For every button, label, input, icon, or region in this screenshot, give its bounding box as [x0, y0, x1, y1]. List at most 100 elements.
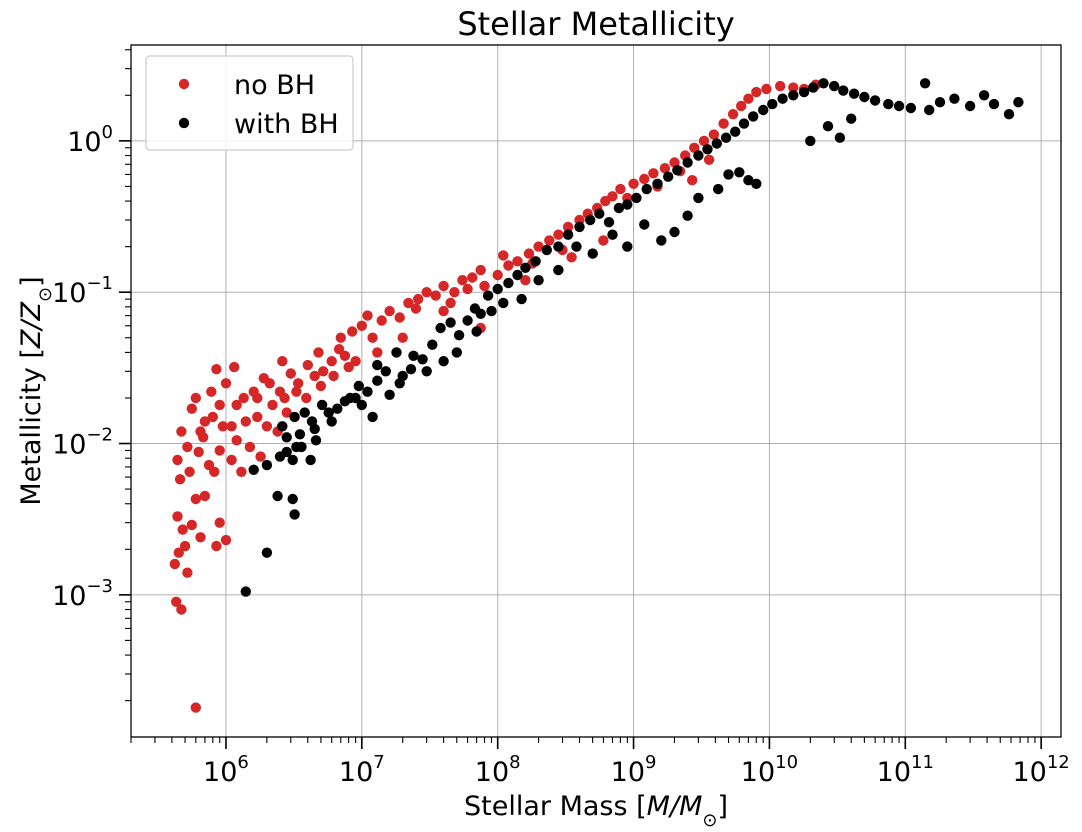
point-with-bh	[574, 221, 585, 233]
x-tick-label: 1012	[1013, 752, 1070, 788]
point-with-bh	[516, 293, 527, 305]
point-with-bh	[453, 330, 465, 341]
point-no-bh	[179, 540, 191, 552]
point-with-bh	[1003, 109, 1015, 120]
point-no-bh	[214, 445, 225, 456]
x-tick-label: 107	[339, 752, 385, 788]
point-with-bh	[294, 429, 306, 440]
point-with-bh	[622, 199, 633, 210]
point-no-bh	[475, 264, 486, 276]
point-no-bh	[467, 272, 478, 283]
point-no-bh	[708, 129, 720, 140]
point-with-bh	[372, 359, 383, 371]
point-no-bh	[281, 407, 292, 418]
point-no-bh	[523, 248, 535, 259]
point-with-bh	[834, 132, 846, 143]
point-with-bh	[829, 80, 840, 92]
point-no-bh	[761, 83, 772, 95]
point-no-bh	[659, 163, 671, 174]
point-with-bh	[702, 144, 713, 155]
point-with-bh	[924, 104, 935, 116]
point-no-bh	[350, 356, 361, 367]
x-tick-label: 109	[611, 752, 657, 788]
point-with-bh	[316, 399, 328, 411]
point-no-bh	[184, 466, 195, 477]
point-no-bh	[687, 175, 698, 186]
point-no-bh	[689, 142, 700, 153]
point-no-bh	[255, 451, 266, 462]
point-no-bh	[438, 280, 449, 292]
point-no-bh	[261, 421, 273, 432]
point-with-bh	[663, 171, 674, 182]
point-no-bh	[171, 596, 182, 607]
point-no-bh	[211, 364, 222, 375]
point-with-bh	[723, 169, 734, 180]
point-no-bh	[347, 326, 358, 337]
point-with-bh	[486, 305, 497, 317]
point-no-bh	[285, 368, 296, 379]
point-with-bh	[818, 78, 829, 89]
point-with-bh	[475, 308, 486, 319]
point-with-bh	[734, 167, 745, 178]
point-with-bh	[603, 217, 615, 228]
point-no-bh	[313, 347, 324, 358]
point-no-bh	[445, 297, 456, 309]
point-with-bh	[384, 389, 395, 400]
point-no-bh	[648, 168, 659, 179]
point-no-bh	[598, 235, 609, 246]
point-no-bh	[182, 567, 193, 578]
point-no-bh	[343, 361, 354, 373]
point-no-bh	[520, 275, 531, 286]
x-tick-label: 108	[475, 752, 521, 788]
point-with-bh	[798, 86, 810, 98]
point-no-bh	[186, 403, 197, 414]
point-no-bh	[362, 310, 373, 321]
point-with-bh	[711, 138, 722, 149]
point-with-bh	[417, 354, 428, 365]
point-with-bh	[934, 97, 946, 108]
point-with-bh	[682, 157, 693, 168]
point-no-bh	[376, 315, 387, 326]
point-with-bh	[777, 93, 788, 104]
point-with-bh	[281, 432, 292, 443]
point-no-bh	[503, 260, 514, 271]
point-no-bh	[176, 604, 187, 615]
point-with-bh	[631, 192, 642, 204]
point-no-bh	[193, 446, 204, 458]
point-with-bh	[305, 454, 316, 466]
point-with-bh	[287, 493, 298, 505]
point-with-bh	[445, 317, 456, 328]
point-no-bh	[421, 287, 432, 298]
point-with-bh	[310, 435, 322, 446]
point-with-bh	[748, 111, 759, 122]
point-with-bh	[353, 380, 364, 392]
point-with-bh	[281, 446, 292, 458]
point-with-bh	[272, 490, 283, 502]
point-no-bh	[335, 332, 346, 343]
point-with-bh	[988, 98, 1000, 110]
point-no-bh	[553, 229, 564, 240]
legend: no BH with BH	[145, 55, 354, 151]
point-no-bh	[199, 416, 211, 427]
point-with-bh	[553, 241, 564, 252]
point-no-bh	[174, 474, 186, 485]
point-with-bh	[693, 192, 704, 204]
x-tick-label: 1010	[741, 752, 798, 788]
point-no-bh	[186, 519, 197, 531]
point-with-bh	[372, 375, 383, 386]
point-with-bh	[919, 78, 931, 89]
point-with-bh	[512, 269, 523, 281]
point-no-bh	[231, 435, 242, 446]
point-no-bh	[211, 540, 222, 552]
point-no-bh	[172, 454, 183, 466]
point-no-bh	[788, 82, 799, 93]
axis-ticks: 106 107 108 109 1010 1011 1012 10−3 10−2 10−1 100	[52, 49, 1070, 788]
point-no-bh	[372, 347, 383, 358]
point-with-bh	[356, 399, 367, 411]
point-no-bh	[220, 378, 232, 389]
point-no-bh	[326, 356, 337, 367]
point-no-bh	[703, 154, 715, 165]
point-with-bh	[788, 90, 799, 101]
point-no-bh	[449, 287, 460, 298]
point-no-bh	[195, 532, 206, 543]
